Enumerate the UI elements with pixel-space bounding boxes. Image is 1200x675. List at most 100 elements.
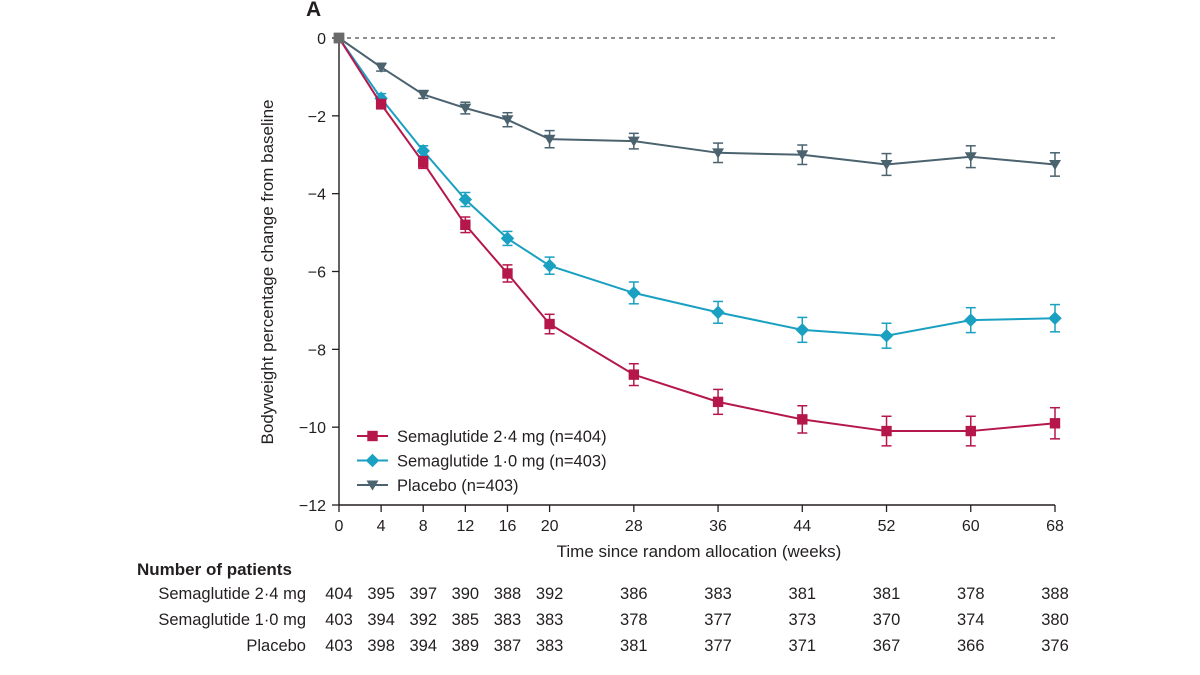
y-tick-label: −2 xyxy=(308,109,326,126)
x-tick-label: 60 xyxy=(962,518,980,535)
legend-label: Placebo (n=403) xyxy=(397,477,519,495)
risk-cell: 386 xyxy=(620,585,648,603)
data-point xyxy=(501,115,514,126)
data-point xyxy=(880,159,893,171)
y-axis-title: Bodyweight percentage change from baseli… xyxy=(258,100,277,445)
series-1 xyxy=(333,32,1062,349)
data-point xyxy=(333,32,345,44)
risk-cell: 377 xyxy=(704,611,732,629)
data-point xyxy=(502,268,513,279)
risk-row-label: Placebo xyxy=(246,637,306,655)
data-point xyxy=(1049,159,1061,171)
risk-cell: 395 xyxy=(367,585,395,603)
y-tick-label: −10 xyxy=(299,420,326,437)
data-point xyxy=(458,192,473,207)
risk-cell: 371 xyxy=(789,637,817,655)
risk-cell: 378 xyxy=(957,585,985,603)
data-point xyxy=(881,425,892,437)
risk-cell: 377 xyxy=(704,637,732,655)
x-tick-label: 36 xyxy=(709,518,727,535)
risk-cell: 392 xyxy=(409,611,437,629)
risk-cell: 383 xyxy=(536,637,564,655)
risk-cell: 392 xyxy=(536,585,564,603)
data-point xyxy=(460,219,471,230)
data-point xyxy=(375,98,387,110)
data-point xyxy=(542,258,557,273)
data-point xyxy=(459,103,472,114)
risk-cell: 380 xyxy=(1041,611,1069,629)
data-point xyxy=(1049,418,1061,429)
risk-cell: 367 xyxy=(873,637,901,655)
x-tick-label: 44 xyxy=(793,518,811,535)
risk-cell: 381 xyxy=(789,585,817,603)
risk-cell: 394 xyxy=(409,637,437,655)
x-tick-label: 4 xyxy=(377,518,386,535)
risk-cell: 388 xyxy=(1041,585,1069,603)
x-tick-label: 8 xyxy=(419,518,428,535)
risk-table-title: Number of patients xyxy=(137,560,292,579)
data-point xyxy=(418,157,429,168)
risk-cell: 381 xyxy=(873,585,901,603)
risk-cell: 389 xyxy=(452,637,480,655)
data-point xyxy=(375,62,388,73)
legend-marker xyxy=(365,453,380,468)
risk-cell: 387 xyxy=(494,637,522,655)
x-axis-title: Time since random allocation (weeks) xyxy=(557,542,842,561)
x-tick-label: 0 xyxy=(335,518,344,535)
risk-cell: 366 xyxy=(957,637,985,655)
data-point xyxy=(1048,311,1062,325)
legend-marker xyxy=(367,430,378,442)
data-point xyxy=(965,425,976,437)
series-line xyxy=(338,37,1056,337)
risk-cell: 404 xyxy=(325,585,353,603)
risk-cell: 373 xyxy=(789,611,817,629)
x-tick-label: 16 xyxy=(499,518,517,535)
risk-cell: 383 xyxy=(494,611,522,629)
data-point xyxy=(711,305,725,320)
data-point xyxy=(543,134,556,145)
risk-cell: 385 xyxy=(452,611,480,629)
data-point xyxy=(417,89,430,101)
risk-cell: 390 xyxy=(452,585,480,603)
legend-label: Semaglutide 1·0 mg (n=403) xyxy=(397,453,607,471)
x-tick-label: 12 xyxy=(456,518,474,535)
risk-cell: 370 xyxy=(873,611,901,629)
data-point xyxy=(628,369,640,380)
data-point xyxy=(712,396,724,408)
risk-cell: 394 xyxy=(367,611,395,629)
x-tick-label: 28 xyxy=(625,518,643,535)
risk-row-label: Semaglutide 2·4 mg xyxy=(158,585,306,603)
x-tick-label: 68 xyxy=(1046,518,1064,535)
data-point xyxy=(796,150,809,161)
data-point xyxy=(500,231,515,246)
data-point xyxy=(374,91,388,106)
x-tick-label: 52 xyxy=(878,518,896,535)
data-point xyxy=(964,152,977,163)
series-0 xyxy=(333,32,1061,447)
risk-cell: 378 xyxy=(620,611,648,629)
series-line xyxy=(338,37,1056,433)
data-point xyxy=(964,313,978,327)
y-tick-label: −4 xyxy=(308,187,326,204)
risk-cell: 381 xyxy=(620,637,648,655)
panel-label: A xyxy=(306,0,321,21)
risk-cell: 374 xyxy=(957,611,985,629)
risk-cell: 403 xyxy=(325,637,353,655)
legend-marker xyxy=(366,480,379,491)
risk-cell: 383 xyxy=(536,611,564,629)
data-point xyxy=(627,286,641,300)
data-point xyxy=(544,318,555,330)
data-point xyxy=(416,144,430,158)
y-tick-label: −8 xyxy=(308,342,326,359)
data-point xyxy=(879,328,894,343)
y-tick-label: −6 xyxy=(308,265,326,282)
data-point xyxy=(797,414,808,425)
y-tick-label: 0 xyxy=(317,31,326,48)
risk-cell: 398 xyxy=(367,637,395,655)
data-point xyxy=(712,148,725,159)
data-point xyxy=(627,136,640,147)
risk-cell: 388 xyxy=(494,585,522,603)
risk-cell: 376 xyxy=(1041,637,1069,655)
risk-cell: 403 xyxy=(325,611,353,629)
